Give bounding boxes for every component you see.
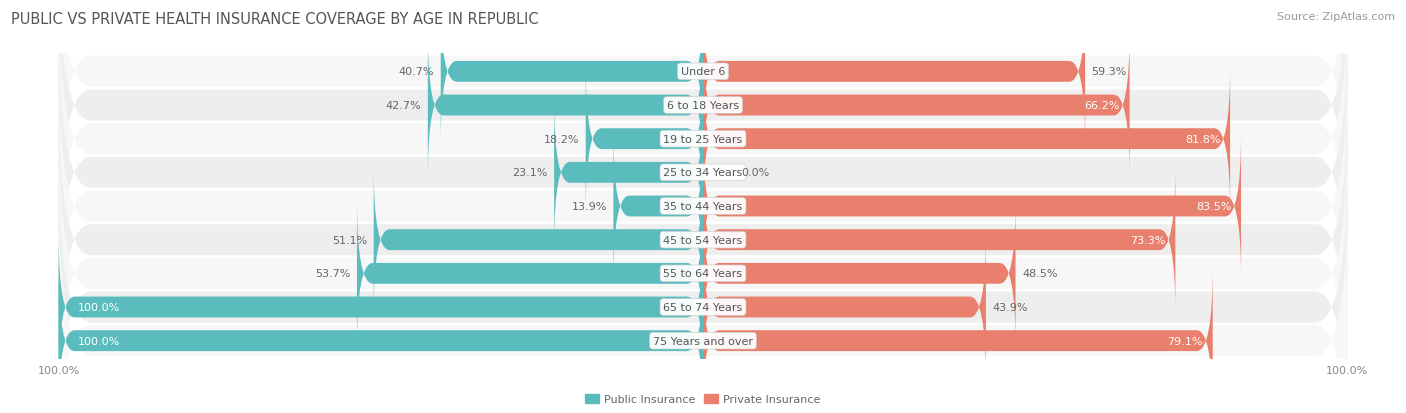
FancyBboxPatch shape	[357, 200, 703, 347]
Text: PUBLIC VS PRIVATE HEALTH INSURANCE COVERAGE BY AGE IN REPUBLIC: PUBLIC VS PRIVATE HEALTH INSURANCE COVER…	[11, 12, 538, 27]
FancyBboxPatch shape	[59, 188, 1347, 413]
Text: 19 to 25 Years: 19 to 25 Years	[664, 134, 742, 144]
Text: 53.7%: 53.7%	[315, 269, 350, 279]
FancyBboxPatch shape	[59, 267, 703, 413]
Text: 65 to 74 Years: 65 to 74 Years	[664, 302, 742, 312]
FancyBboxPatch shape	[59, 155, 1347, 413]
Text: Under 6: Under 6	[681, 67, 725, 77]
FancyBboxPatch shape	[440, 0, 703, 146]
Legend: Public Insurance, Private Insurance: Public Insurance, Private Insurance	[581, 389, 825, 409]
Text: 18.2%: 18.2%	[544, 134, 579, 144]
FancyBboxPatch shape	[703, 133, 1241, 280]
Text: 0.0%: 0.0%	[742, 168, 770, 178]
Text: 45 to 54 Years: 45 to 54 Years	[664, 235, 742, 245]
Text: Source: ZipAtlas.com: Source: ZipAtlas.com	[1277, 12, 1395, 22]
FancyBboxPatch shape	[59, 234, 703, 381]
Text: 59.3%: 59.3%	[1091, 67, 1128, 77]
Text: 25 to 34 Years: 25 to 34 Years	[664, 168, 742, 178]
Text: 66.2%: 66.2%	[1084, 101, 1121, 111]
FancyBboxPatch shape	[59, 121, 1347, 413]
FancyBboxPatch shape	[59, 0, 1347, 292]
FancyBboxPatch shape	[374, 166, 703, 313]
Text: 51.1%: 51.1%	[332, 235, 367, 245]
FancyBboxPatch shape	[586, 66, 703, 213]
Text: 83.5%: 83.5%	[1197, 202, 1232, 211]
Text: 100.0%: 100.0%	[77, 302, 120, 312]
FancyBboxPatch shape	[59, 0, 1347, 225]
Text: 55 to 64 Years: 55 to 64 Years	[664, 269, 742, 279]
FancyBboxPatch shape	[703, 234, 986, 381]
Text: 13.9%: 13.9%	[572, 202, 607, 211]
Text: 43.9%: 43.9%	[993, 302, 1028, 312]
Text: 23.1%: 23.1%	[512, 168, 548, 178]
FancyBboxPatch shape	[59, 54, 1347, 359]
FancyBboxPatch shape	[59, 88, 1347, 393]
FancyBboxPatch shape	[613, 133, 703, 280]
FancyBboxPatch shape	[703, 32, 1129, 179]
Text: 73.3%: 73.3%	[1130, 235, 1166, 245]
Text: 81.8%: 81.8%	[1185, 134, 1220, 144]
FancyBboxPatch shape	[554, 100, 703, 247]
Text: 48.5%: 48.5%	[1022, 269, 1057, 279]
FancyBboxPatch shape	[427, 32, 703, 179]
FancyBboxPatch shape	[703, 200, 1015, 347]
FancyBboxPatch shape	[703, 166, 1175, 313]
FancyBboxPatch shape	[703, 66, 1230, 213]
Text: 42.7%: 42.7%	[385, 101, 422, 111]
FancyBboxPatch shape	[703, 0, 1085, 146]
Text: 100.0%: 100.0%	[77, 336, 120, 346]
FancyBboxPatch shape	[59, 20, 1347, 325]
Text: 79.1%: 79.1%	[1167, 336, 1204, 346]
Text: 35 to 44 Years: 35 to 44 Years	[664, 202, 742, 211]
FancyBboxPatch shape	[703, 267, 1213, 413]
Text: 6 to 18 Years: 6 to 18 Years	[666, 101, 740, 111]
FancyBboxPatch shape	[59, 0, 1347, 258]
Text: 75 Years and over: 75 Years and over	[652, 336, 754, 346]
Text: 40.7%: 40.7%	[399, 67, 434, 77]
